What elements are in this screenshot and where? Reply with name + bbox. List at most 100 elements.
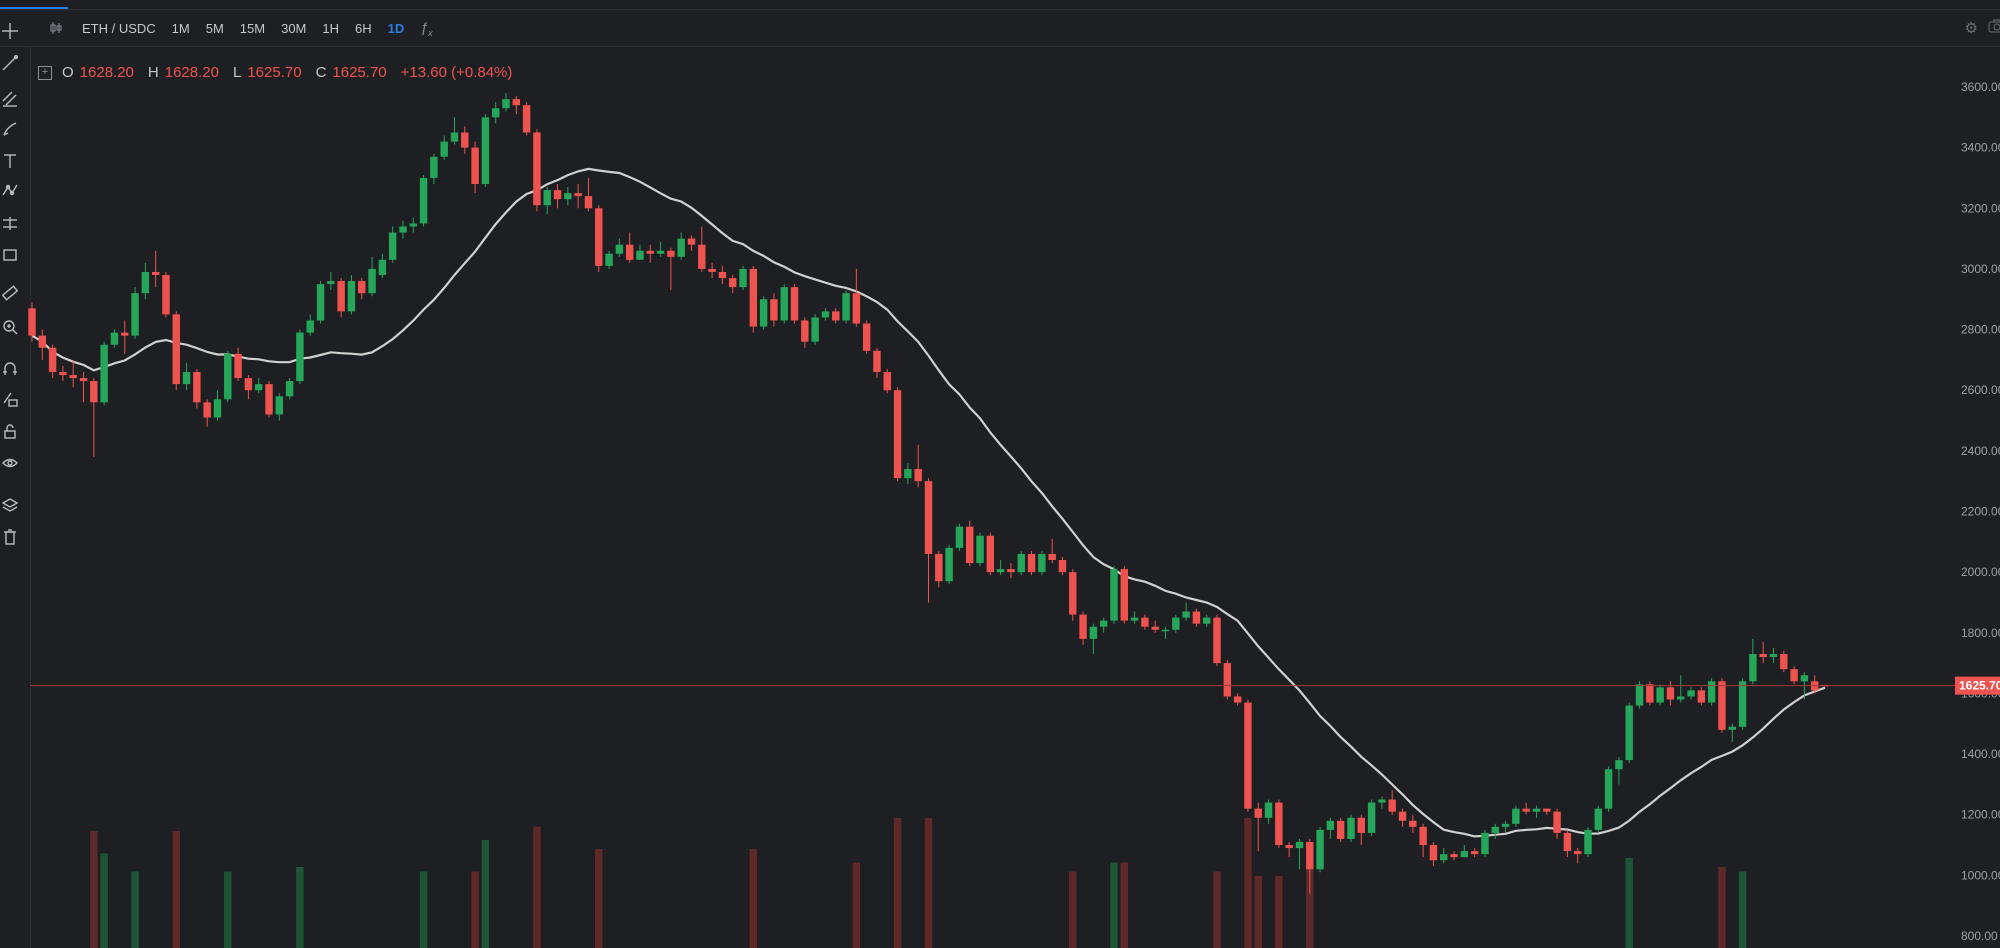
candle-body <box>69 375 77 379</box>
volume-bar <box>1625 858 1633 948</box>
candle-body <box>1058 560 1067 573</box>
expand-legend-icon[interactable]: + <box>38 65 52 80</box>
ruler-icon[interactable] <box>0 282 20 304</box>
candle-body <box>935 553 943 582</box>
candle-body <box>1460 851 1469 858</box>
candle-body <box>1718 681 1726 730</box>
settings-icon[interactable]: ⚙ <box>1964 20 1978 37</box>
volume-bar <box>1244 818 1252 948</box>
candle-body <box>1099 620 1108 627</box>
candle-body <box>151 271 160 275</box>
interval-1h[interactable]: 1H <box>322 20 340 36</box>
candle-body <box>646 250 654 254</box>
candle-body <box>244 378 253 391</box>
candle-body <box>945 547 953 582</box>
crosshair-icon[interactable] <box>0 20 20 42</box>
candle-body <box>1697 690 1706 703</box>
candle-body <box>1285 845 1293 849</box>
text-icon[interactable] <box>0 150 20 172</box>
eye-icon[interactable] <box>0 452 20 474</box>
candle-body <box>1573 851 1582 855</box>
volume-bar <box>100 853 108 948</box>
candle-body <box>1749 654 1757 682</box>
trash-icon[interactable] <box>0 526 20 548</box>
top-divider <box>0 9 2000 10</box>
volume-bar <box>296 867 304 948</box>
interval-5m[interactable]: 5M <box>205 20 224 36</box>
candle-body <box>1790 669 1798 682</box>
volume-bar <box>172 831 180 948</box>
candle-body <box>1419 826 1427 846</box>
measure-icon[interactable] <box>0 212 20 234</box>
y-tick-label: 800.00 <box>1961 929 1998 943</box>
candle-body <box>1635 684 1644 706</box>
candle-body <box>1604 769 1613 809</box>
interval-6h[interactable]: 6H <box>355 20 372 36</box>
candle-body <box>873 350 881 373</box>
candle-body <box>1151 626 1159 630</box>
volume-bar <box>1275 876 1283 948</box>
interval-1m[interactable]: 1M <box>171 20 190 36</box>
candle-body <box>862 323 871 351</box>
candles-icon[interactable] <box>44 16 68 40</box>
candle-body <box>1264 802 1273 818</box>
candle-body <box>904 469 912 479</box>
candle-body <box>543 190 551 206</box>
candle-body <box>1409 820 1417 827</box>
candle-body <box>1553 811 1561 833</box>
volume-bar <box>1306 867 1314 948</box>
rectangle-icon[interactable] <box>0 244 20 266</box>
y-tick-label: 3600.00 <box>1961 80 2000 94</box>
y-tick-label: 3200.00 <box>1961 201 2000 215</box>
candle-body <box>976 535 984 564</box>
symbol-selector[interactable]: ETH / USDC <box>82 20 156 36</box>
magnet-icon[interactable] <box>0 358 20 380</box>
candle-body <box>378 259 387 275</box>
candle-body <box>461 132 469 148</box>
volume-bar <box>90 831 98 948</box>
candle-body <box>1491 826 1499 833</box>
candle-body <box>749 268 758 327</box>
candle-body <box>687 238 696 245</box>
candle-body <box>1203 617 1211 624</box>
pattern-icon[interactable] <box>0 180 20 202</box>
camera-icon[interactable] <box>1988 19 2000 38</box>
candle-body <box>450 132 459 142</box>
volume-bar <box>1110 862 1118 948</box>
candle-body <box>1336 820 1345 839</box>
candle-body <box>471 147 479 185</box>
candle-body <box>1470 851 1479 855</box>
candle-body <box>48 347 57 373</box>
candle-body <box>553 190 562 200</box>
candle-body <box>419 177 428 224</box>
y-tick-label: 2200.00 <box>1961 505 2000 519</box>
open-label: O <box>62 64 74 81</box>
interval-15m[interactable]: 15M <box>239 20 266 36</box>
interval-1d[interactable]: 1D <box>387 20 405 36</box>
candle-body <box>966 526 974 564</box>
fx-icon[interactable]: ƒx <box>420 18 433 38</box>
candle-body <box>38 335 47 348</box>
volume-bar <box>1213 871 1221 948</box>
fib-icon[interactable] <box>0 88 20 110</box>
brush-icon[interactable] <box>0 118 20 140</box>
candle-body <box>924 481 933 554</box>
candle-body <box>1687 690 1695 697</box>
interval-30m[interactable]: 30M <box>281 20 307 36</box>
candle-body <box>1295 842 1304 849</box>
lock-draw-icon[interactable] <box>0 388 20 410</box>
candle-body <box>759 299 768 327</box>
top-accent-bar <box>0 7 68 9</box>
toolbar-right: ⚙ <box>1965 10 2000 46</box>
candle-body <box>893 390 902 479</box>
trend-line-icon[interactable] <box>0 52 20 74</box>
candle-body <box>296 332 304 382</box>
zoom-icon[interactable] <box>0 316 20 338</box>
layers-icon[interactable] <box>0 494 20 516</box>
unlock-icon[interactable] <box>0 420 20 442</box>
candle-body <box>100 344 108 403</box>
volume-bar <box>471 871 479 948</box>
candle-body <box>502 99 510 109</box>
candle-body <box>625 244 634 260</box>
